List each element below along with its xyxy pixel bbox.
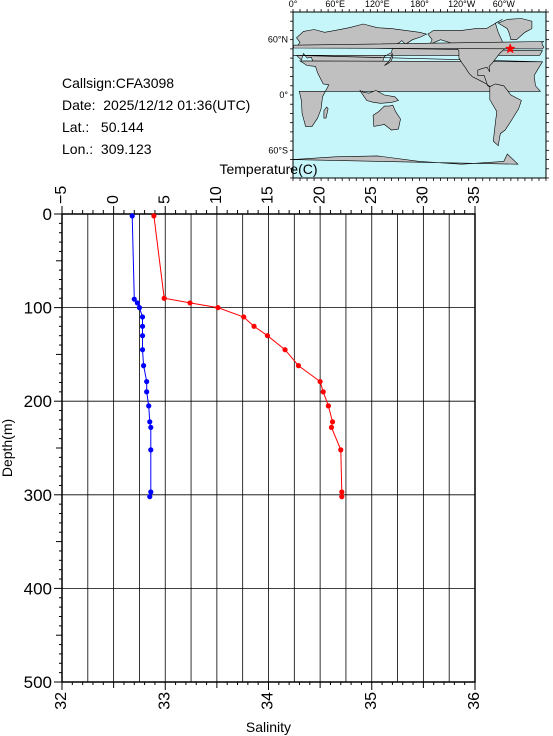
temperature-point	[215, 305, 221, 311]
map-lon-label: 180°	[410, 0, 429, 9]
temperature-axis-label: Temperature(C)	[219, 161, 317, 177]
salinity-point	[136, 305, 143, 311]
salinity-point	[139, 347, 146, 353]
temperature-point	[317, 378, 323, 385]
temperature-tick-label: 25	[363, 186, 380, 204]
salinity-point	[129, 213, 135, 219]
map-lat-label: 60°N	[268, 35, 288, 45]
callsign-label: Callsign:	[62, 75, 116, 91]
salinity-point	[148, 424, 154, 431]
salinity-point	[148, 489, 154, 495]
salinity-tick-label: 34	[260, 692, 277, 710]
temperature-point	[339, 489, 345, 495]
temperature-point	[328, 424, 335, 431]
depth-axis-label: Depth(m)	[0, 419, 15, 477]
lon-value: 309.123	[100, 141, 152, 157]
temperature-tick-label: 15	[260, 186, 277, 204]
temperature-tick-label: 30	[415, 186, 432, 204]
date-label: Date:	[62, 97, 96, 113]
map-lat-label: 60°S	[268, 145, 288, 155]
map-lon-label: 120°W	[448, 0, 476, 9]
depth-tick-label: 100	[24, 299, 52, 318]
lat-value: 50.144	[100, 119, 144, 135]
lon-label: Lon.:	[62, 141, 94, 157]
salinity-axis-label: Salinity	[246, 719, 291, 735]
temperature-point	[251, 323, 257, 329]
salinity-point	[146, 403, 152, 409]
temperature-point	[338, 447, 344, 453]
temperature-point	[241, 314, 247, 320]
map-lon-label: 60°E	[325, 0, 345, 9]
map-land-uk	[292, 41, 545, 50]
salinity-tick-label: 32	[53, 692, 70, 710]
map-land-australia	[372, 104, 401, 131]
salinity-point	[140, 363, 147, 369]
salinity-point	[139, 323, 146, 329]
temperature-line	[153, 215, 343, 497]
salinity-point	[134, 300, 140, 306]
temperature-tick-label: 10	[208, 186, 225, 204]
salinity-tick-label: 33	[156, 692, 173, 710]
map-land-madagascar	[323, 106, 329, 119]
map-lat-label: 0°	[279, 90, 288, 100]
salinity-tick-label: 35	[363, 692, 380, 710]
salinity-point	[144, 389, 150, 395]
temperature-tick-label: 20	[311, 186, 328, 204]
station-info: Callsign:CFA3098 Date: 2025/12/12 01:36(…	[62, 72, 250, 160]
star-icon	[504, 43, 516, 54]
map-land-japan	[384, 52, 394, 66]
depth-tick-label: 300	[24, 486, 52, 505]
depth-tick-label: 400	[24, 579, 52, 598]
date-value: 2025/12/12 01:36(UTC)	[103, 97, 251, 113]
temperature-point	[264, 333, 271, 339]
map-land-indonesia	[359, 90, 399, 104]
temperature-tick-label: 5	[156, 195, 173, 204]
depth-tick-label: 500	[24, 673, 52, 692]
temperature-point	[295, 363, 302, 369]
lat-label: Lat.:	[62, 119, 90, 135]
depth-tick-label: 0	[43, 205, 52, 224]
salinity-point	[144, 378, 150, 385]
map-land-greenland	[497, 18, 533, 41]
callsign-value: CFA3098	[115, 75, 175, 91]
salinity-point	[139, 314, 146, 320]
salinity-point	[139, 333, 146, 339]
salinity-point	[147, 419, 153, 425]
temperature-point	[325, 403, 331, 409]
map-lon-label: 60°W	[493, 0, 516, 9]
temperature-point	[161, 295, 167, 301]
temperature-point	[329, 419, 336, 425]
temperature-point	[187, 300, 193, 306]
callsign-row: Callsign:CFA3098	[62, 72, 250, 94]
date-row: Date: 2025/12/12 01:36(UTC)	[62, 94, 250, 116]
temperature-point	[282, 347, 288, 353]
temperature-point	[151, 213, 157, 219]
map-lon-label: 0°	[289, 0, 298, 9]
salinity-line	[131, 215, 152, 497]
map-land-north-america	[427, 19, 508, 88]
temperature-point	[320, 389, 326, 395]
salinity-point	[148, 447, 154, 453]
temperature-point	[339, 494, 345, 500]
world-map: 0° 60°E 120°E 180° 120°W 60°W 60°N 0° 60°S	[268, 0, 549, 181]
salinity-point	[147, 494, 153, 500]
salinity-tick-label: 36	[466, 692, 483, 710]
lat-row: Lat.: 50.144	[62, 116, 250, 138]
map-land-south-america	[489, 83, 522, 147]
temperature-tick-label: 35	[466, 186, 483, 204]
lon-row: Lon.: 309.123	[62, 138, 250, 160]
temperature-tick-label: 0	[105, 195, 122, 204]
map-lon-label: 120°E	[365, 0, 390, 9]
salinity-point	[131, 296, 137, 302]
temperature-tick-label: −5	[53, 186, 70, 204]
depth-tick-label: 200	[24, 392, 52, 411]
